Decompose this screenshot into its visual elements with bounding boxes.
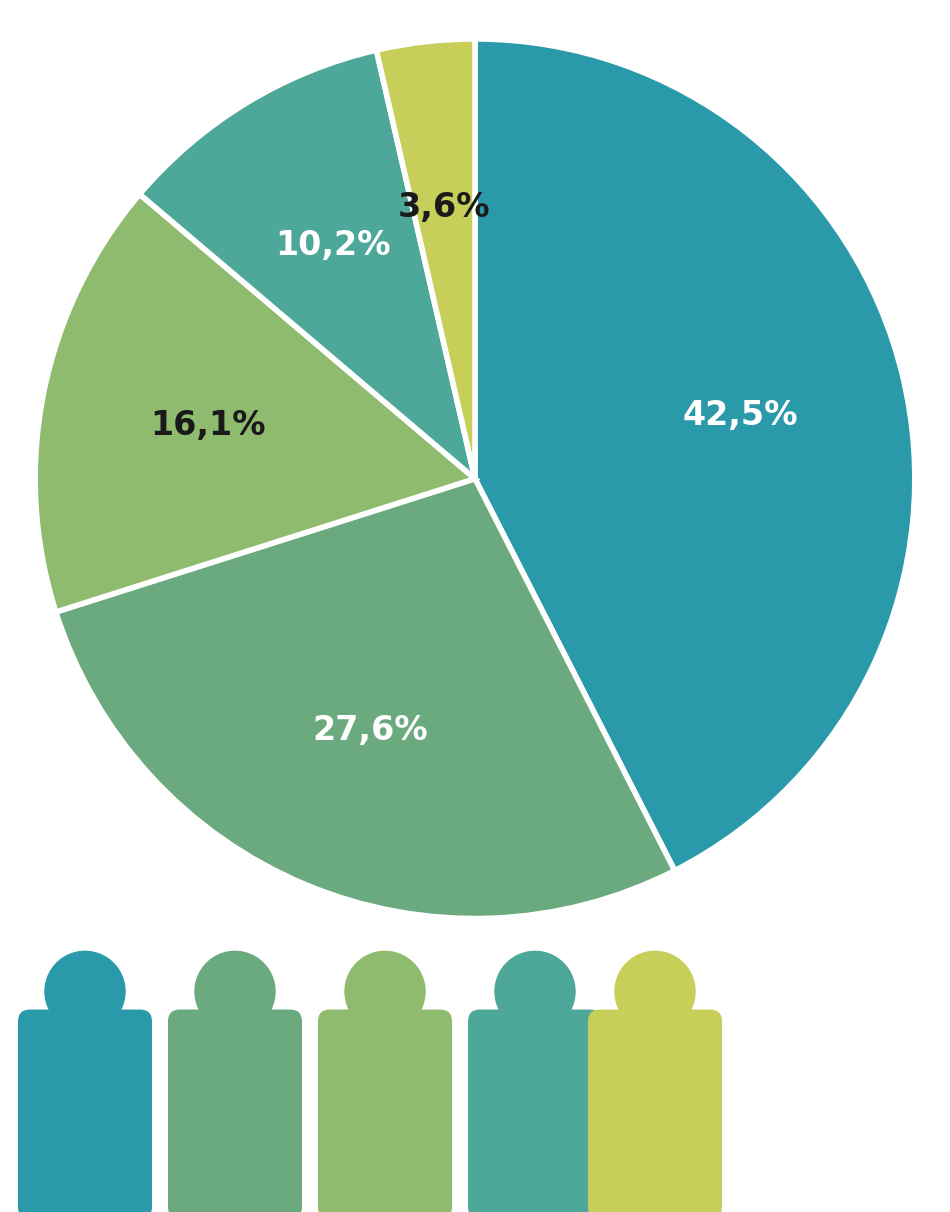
FancyBboxPatch shape bbox=[588, 1010, 722, 1212]
Circle shape bbox=[195, 951, 275, 1031]
Wedge shape bbox=[35, 194, 475, 612]
Circle shape bbox=[615, 951, 695, 1031]
FancyBboxPatch shape bbox=[468, 1010, 602, 1212]
Text: 10,2%: 10,2% bbox=[276, 229, 391, 262]
Circle shape bbox=[495, 951, 575, 1031]
Text: 27,6%: 27,6% bbox=[312, 714, 428, 747]
Circle shape bbox=[345, 951, 425, 1031]
Wedge shape bbox=[475, 39, 915, 870]
Text: 16,1%: 16,1% bbox=[150, 408, 265, 441]
FancyBboxPatch shape bbox=[318, 1010, 452, 1212]
Wedge shape bbox=[140, 50, 475, 479]
FancyBboxPatch shape bbox=[18, 1010, 152, 1212]
Wedge shape bbox=[56, 479, 674, 919]
Text: 3,6%: 3,6% bbox=[398, 191, 490, 224]
FancyBboxPatch shape bbox=[168, 1010, 302, 1212]
Text: 42,5%: 42,5% bbox=[682, 399, 798, 431]
Circle shape bbox=[45, 951, 125, 1031]
Wedge shape bbox=[376, 39, 475, 479]
